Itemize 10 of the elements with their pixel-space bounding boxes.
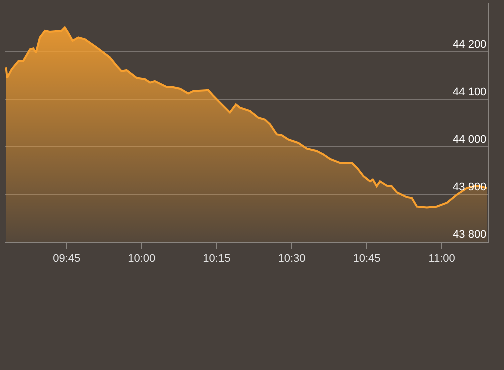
x-tick-label: 11:00 bbox=[428, 253, 456, 266]
x-tick-label: 10:00 bbox=[128, 253, 156, 266]
x-tick-label: 09:45 bbox=[53, 253, 81, 266]
x-tick-label: 10:15 bbox=[203, 253, 231, 266]
x-tick-label: 10:30 bbox=[278, 253, 306, 266]
y-tick-label: 44 100 bbox=[453, 86, 487, 99]
y-tick-label: 44 000 bbox=[453, 134, 487, 146]
y-tick-label: 43 800 bbox=[453, 229, 487, 242]
x-tick-label: 10:45 bbox=[353, 253, 381, 266]
y-tick-label: 44 200 bbox=[453, 39, 487, 52]
